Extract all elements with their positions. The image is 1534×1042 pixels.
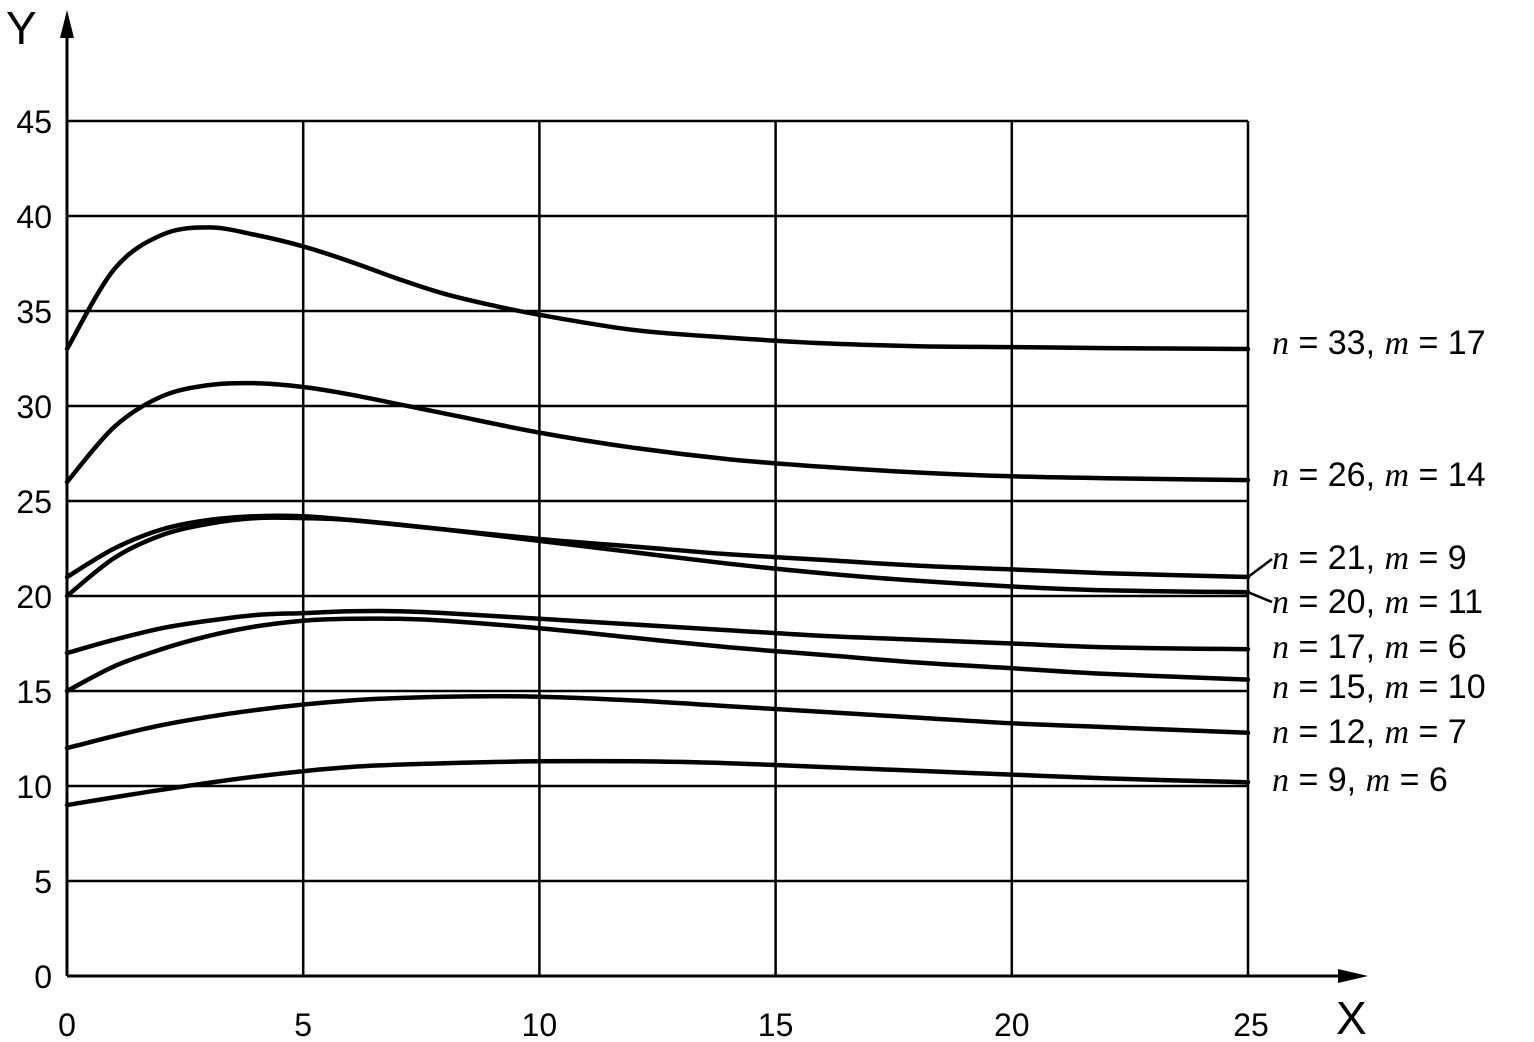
- y-tick-label: 15: [16, 674, 52, 710]
- series-labels: n = 33, m = 17 n = 26, m = 14 n = 21, m = …: [1247, 324, 1486, 799]
- series-label: n = 21, m = 9: [1272, 539, 1467, 577]
- series-line: [64, 694, 1251, 751]
- series-label: n = 26, m = 14: [1272, 456, 1486, 494]
- x-axis-arrow: [1338, 969, 1368, 983]
- series-lines: [64, 225, 1251, 808]
- series-line: [64, 608, 1251, 656]
- x-tick-label: 15: [758, 1007, 794, 1042]
- x-axis-title: X: [1336, 992, 1367, 1042]
- series-label: n = 17, m = 6: [1272, 628, 1467, 666]
- x-tick-label: 25: [1233, 1007, 1269, 1042]
- x-tick-label: 10: [522, 1007, 558, 1042]
- series-line: [64, 515, 1251, 599]
- series-label: n = 9, m = 6: [1272, 761, 1448, 799]
- series-label: n = 33, m = 17: [1272, 324, 1486, 362]
- series-line: [64, 225, 1251, 352]
- label-leader-line: [1247, 558, 1273, 578]
- series-line: [64, 380, 1251, 485]
- y-tick-label: 5: [34, 864, 52, 900]
- series-label: n = 15, m = 10: [1272, 668, 1486, 706]
- y-tick-label: 0: [34, 959, 52, 995]
- axes: Y X 0 5 10 15 20 25 30 35 40 45 0 5 10 15 20 25: [6, 2, 1368, 1042]
- y-tick-label: 25: [16, 484, 52, 520]
- x-tick-label: 20: [994, 1007, 1030, 1042]
- y-tick-label: 40: [16, 199, 52, 235]
- series-line: [64, 758, 1251, 808]
- series-label: n = 12, m = 7: [1272, 713, 1467, 751]
- y-tick-label: 20: [16, 579, 52, 615]
- series-label: n = 20, m = 11: [1272, 583, 1483, 621]
- y-tick-label: 30: [16, 389, 52, 425]
- y-tick-label: 10: [16, 769, 52, 805]
- series-line: [64, 616, 1251, 694]
- x-tick-label: 5: [294, 1007, 312, 1042]
- x-tick-label: 0: [58, 1007, 76, 1042]
- series-line: [64, 513, 1251, 580]
- y-axis-arrow: [60, 10, 74, 38]
- grid-lines: [67, 119, 1250, 976]
- y-tick-label: 35: [16, 294, 52, 330]
- y-axis-title: Y: [6, 2, 37, 54]
- y-tick-label: 45: [16, 104, 52, 140]
- label-leader-line: [1247, 591, 1273, 604]
